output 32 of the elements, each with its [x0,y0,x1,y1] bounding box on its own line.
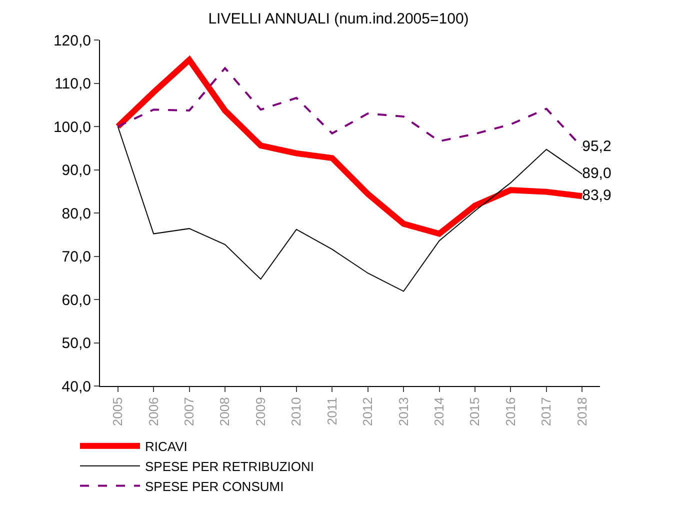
y-tick-label: 100,0 [53,118,91,136]
x-tick-label: 2007 [182,397,197,426]
legend-label: SPESE PER CONSUMI [145,478,284,494]
legend-label: RICAVI [145,439,188,454]
x-tick-label: 2005 [110,397,126,426]
y-tick-label: 50,0 [62,335,91,352]
y-tick-label: 120,0 [53,32,91,50]
y-tick-label: 70,0 [62,248,91,266]
chart-title: LIVELLI ANNUALI (num.ind.2005=100) [208,10,469,28]
x-tick-label: 2016 [502,397,518,426]
data-label: 83,9 [582,186,612,204]
line-series [117,126,583,292]
line-series [116,67,584,148]
y-tick-label: 60,0 [62,292,91,309]
x-tick-label: 2013 [396,397,411,426]
x-tick-label: 2018 [574,397,590,426]
y-tick-label: 90,0 [62,162,91,179]
x-tick-label: 2011 [324,397,340,426]
x-tick-label: 2017 [538,397,554,426]
x-tick-label: 2012 [360,397,376,426]
x-tick-label: 2014 [432,397,447,426]
data-label: 95,2 [582,138,612,156]
x-tick-label: 2009 [252,397,268,426]
x-tick-label: 2008 [217,397,232,426]
y-tick-label: 80,0 [62,205,91,222]
y-tick-label: 40,0 [62,378,91,396]
y-tick-label: 110,0 [54,76,91,92]
x-tick-label: 2010 [288,397,304,426]
x-tick-label: 2006 [146,397,161,426]
legend-label: SPESE PER RETRIBUZIONI [145,458,314,474]
data-label: 89,0 [582,164,612,182]
x-tick-label: 2015 [467,397,482,426]
